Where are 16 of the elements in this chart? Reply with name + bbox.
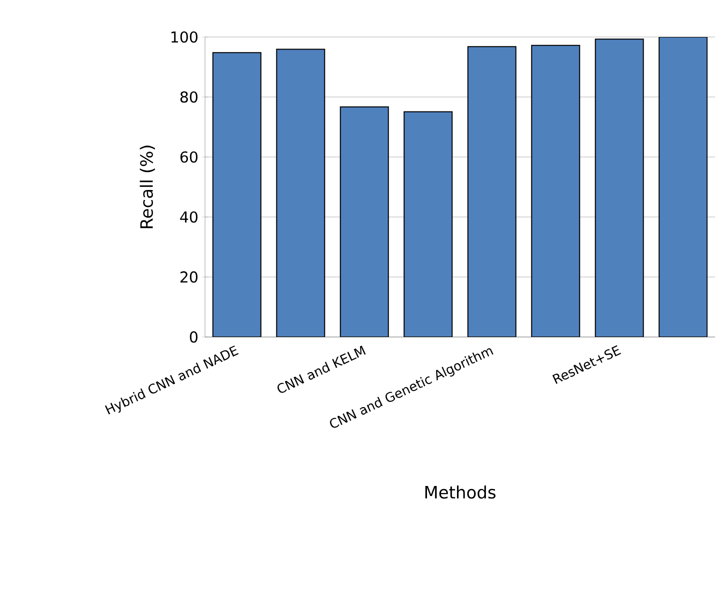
y-tick-label: 60 xyxy=(180,151,198,163)
bar xyxy=(594,38,644,337)
y-tick-label: 40 xyxy=(180,211,198,223)
y-tick-label: 100 xyxy=(171,31,198,43)
y-tick-label: 20 xyxy=(180,271,198,283)
y-axis-title: Recall (%) xyxy=(140,146,155,228)
x-axis-title: Methods xyxy=(425,486,496,499)
bar xyxy=(340,106,389,337)
bar xyxy=(212,52,262,337)
bar xyxy=(531,44,580,337)
bar xyxy=(404,111,453,337)
bar xyxy=(658,36,708,337)
y-tick-label: 80 xyxy=(180,91,198,103)
bar xyxy=(276,48,326,337)
bar xyxy=(467,46,516,337)
y-tick-label: 0 xyxy=(190,331,198,343)
